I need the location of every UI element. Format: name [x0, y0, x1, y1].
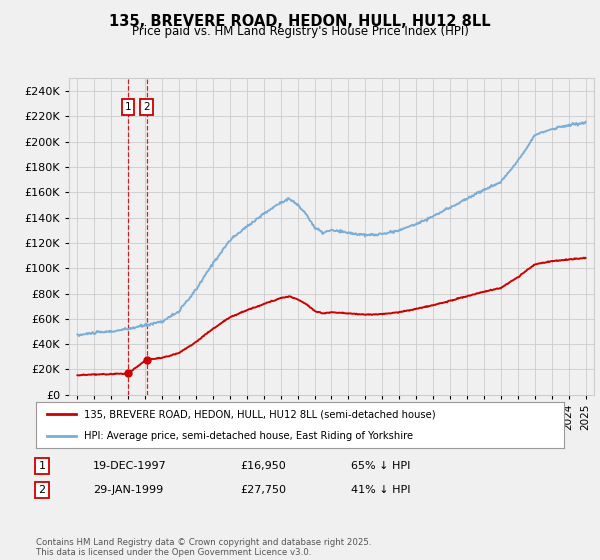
Text: 1: 1 [38, 461, 46, 471]
Text: £16,950: £16,950 [240, 461, 286, 471]
Text: 1: 1 [124, 102, 131, 112]
Text: £27,750: £27,750 [240, 485, 286, 495]
Text: 65% ↓ HPI: 65% ↓ HPI [351, 461, 410, 471]
Text: HPI: Average price, semi-detached house, East Riding of Yorkshire: HPI: Average price, semi-detached house,… [83, 431, 413, 441]
Text: Contains HM Land Registry data © Crown copyright and database right 2025.
This d: Contains HM Land Registry data © Crown c… [36, 538, 371, 557]
Text: 41% ↓ HPI: 41% ↓ HPI [351, 485, 410, 495]
Text: 2: 2 [143, 102, 150, 112]
Text: 2: 2 [38, 485, 46, 495]
Text: 135, BREVERE ROAD, HEDON, HULL, HU12 8LL: 135, BREVERE ROAD, HEDON, HULL, HU12 8LL [109, 14, 491, 29]
Text: 135, BREVERE ROAD, HEDON, HULL, HU12 8LL (semi-detached house): 135, BREVERE ROAD, HEDON, HULL, HU12 8LL… [83, 409, 435, 419]
Text: Price paid vs. HM Land Registry's House Price Index (HPI): Price paid vs. HM Land Registry's House … [131, 25, 469, 38]
Text: 29-JAN-1999: 29-JAN-1999 [93, 485, 163, 495]
Text: 19-DEC-1997: 19-DEC-1997 [93, 461, 167, 471]
